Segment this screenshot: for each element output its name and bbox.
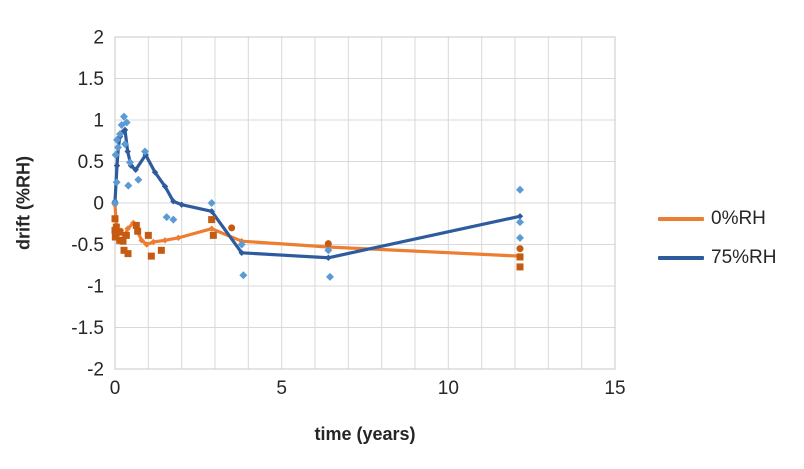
scatter-point [207,199,216,207]
scatter-point [116,228,124,236]
scatter-point [134,175,143,184]
y-tick-label: -1 [87,277,104,298]
scatter-point [111,199,119,207]
scatter-point [169,215,178,224]
legend: 0%RH 75%RH [658,208,776,269]
line-marker [325,254,332,261]
scatter-point [111,215,119,223]
scatter-point [119,237,127,245]
legend-item-75rh: 75%RH [658,247,776,269]
scatter-point [134,227,142,235]
line-marker [113,162,121,169]
scatter-point [120,246,128,254]
x-tick-label: 15 [604,378,625,399]
scatter-point [147,252,155,260]
scatter-point [239,271,248,280]
line-marker [150,238,157,246]
y-axis-title: drift (%RH) [13,156,34,250]
scatter-point [112,223,120,231]
legend-label-0rh: 0%RH [711,208,766,229]
line-marker [161,237,169,244]
line-marker [208,208,215,215]
scatter-point [516,245,524,253]
y-tick-label: -0.5 [71,235,104,256]
scatter-point [141,147,149,156]
line-marker [138,237,145,244]
scatter-point [516,253,524,261]
line-marker [175,234,182,242]
line-marker [516,213,524,220]
scatter-point [122,118,131,127]
scatter-point [324,246,333,255]
scatter-point [516,218,524,227]
legend-item-0rh: 0%RH [658,208,776,230]
scatter-point [208,216,216,224]
y-tick-label: 0 [93,194,104,215]
scatter-point [113,135,121,144]
y-tick-label: 0.5 [78,152,104,173]
x-tick-label: 10 [438,378,459,399]
line-marker [238,249,245,256]
line-marker [151,169,159,176]
scatter-point [120,112,128,121]
scatter-point [121,140,129,149]
y-tick-label: 2 [93,28,104,49]
scatter-point [162,213,171,222]
scatter-point [237,240,246,249]
line-marker [208,225,215,232]
line-marker [170,198,177,205]
line-marker [161,183,169,190]
scatter-point [144,231,152,239]
line-marker [143,241,150,248]
x-tick-label: 5 [276,378,287,399]
x-axis-title: time (years) [314,424,416,444]
scatter-point [116,130,124,139]
line-marker [121,126,129,134]
scatter-point [132,221,140,229]
legend-label-75rh: 75%RH [711,247,777,268]
scatter-point [126,158,134,167]
scatter-point [157,246,165,254]
scatter-point [124,250,132,258]
scatter-point [111,233,119,241]
y-tick-label: 1 [93,111,104,132]
line-marker [124,148,131,155]
scatter-point [124,181,133,190]
y-tick-label: -1.5 [71,318,104,339]
y-tick-label: 1.5 [78,69,104,90]
y-tick-label: -2 [87,360,104,381]
scatter-point [112,178,121,187]
scatter-point [516,233,524,242]
scatter-point [516,263,524,271]
line-marker [178,201,185,208]
scatter-point [324,240,332,248]
scatter-point [209,231,217,239]
line-marker [124,225,131,232]
legend-line-swatch-75rh [658,256,704,260]
line-marker [132,166,139,173]
scatter-point [326,272,334,281]
legend-line-swatch-0rh [658,217,704,221]
scatter-point [114,143,122,152]
scatter-point [111,150,120,159]
scatter-point [122,231,130,239]
scatter-point [516,185,524,194]
scatter-point [228,224,236,232]
x-tick-label: 0 [110,378,121,399]
